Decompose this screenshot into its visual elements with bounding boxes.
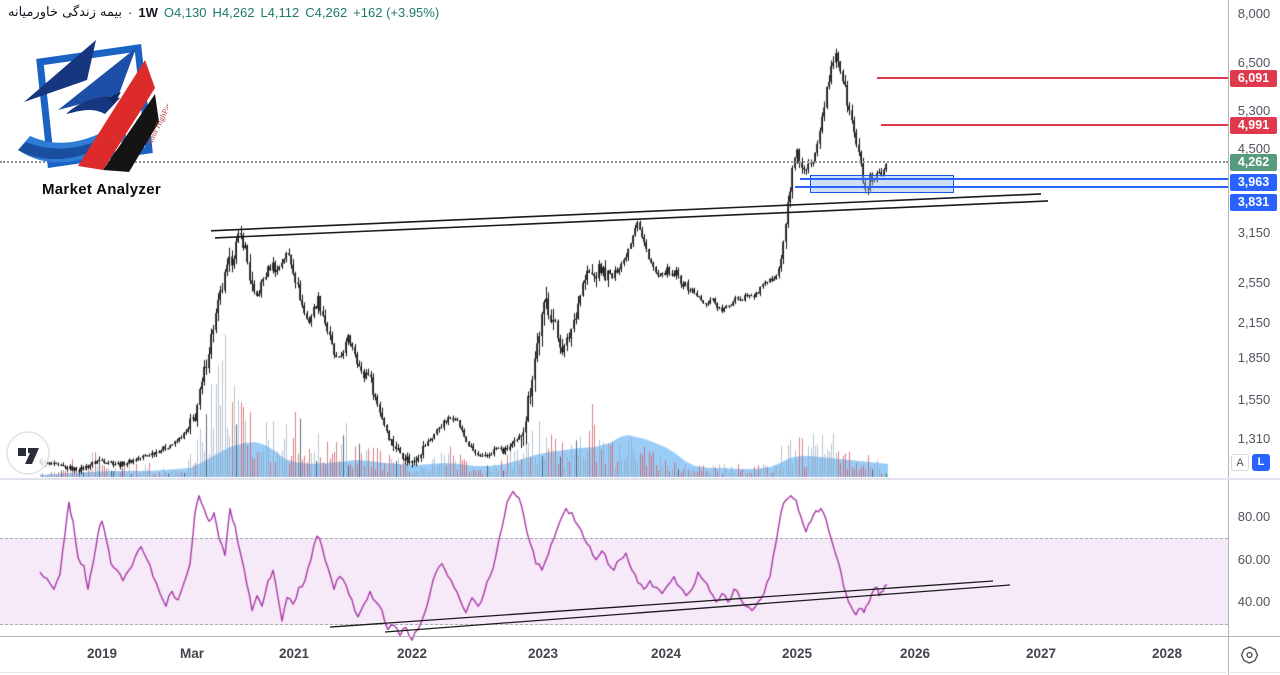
auto-scale-button[interactable]: A <box>1231 454 1249 471</box>
price-tick-label: 1,310 <box>1237 431 1271 447</box>
resistance-line-6091[interactable] <box>877 77 1228 80</box>
time-axis-border <box>0 636 1280 637</box>
price-tick-label: 3,150 <box>1237 225 1271 240</box>
interval-label[interactable]: 1W <box>138 5 158 20</box>
price-badge-4262: 4,262 <box>1230 153 1277 171</box>
price-tick-label: 2,550 <box>1237 274 1271 290</box>
logo-title: Market Analyzer <box>42 181 161 198</box>
time-axis-label[interactable]: 2026 <box>899 646 931 661</box>
rsi-trendline-2[interactable] <box>384 584 1011 633</box>
time-axis-label[interactable]: 2019 <box>86 646 118 661</box>
price-trendline-1[interactable] <box>210 193 1042 232</box>
support-line-3963[interactable] <box>800 178 1228 181</box>
time-axis-label[interactable]: Mar <box>179 646 205 661</box>
price-tick-label: 8,000 <box>1237 5 1271 21</box>
symbol-legend: بیمه زندگی خاورمیانه · 1W O4,130 H4,262 … <box>8 5 439 20</box>
price-badge-3963: 3,963 <box>1230 173 1277 191</box>
log-scale-button[interactable]: L <box>1252 454 1270 471</box>
price-tick-label: 1,850 <box>1237 350 1271 366</box>
current-price-line <box>0 160 1228 163</box>
time-axis-label[interactable]: 2023 <box>527 646 559 661</box>
high-value: H4,262 <box>212 5 255 20</box>
support-line-3831[interactable] <box>795 186 1228 188</box>
rsi-trendline-1[interactable] <box>329 580 994 628</box>
price-tick-label: 2,150 <box>1237 314 1271 330</box>
price-tick-label: 4,500 <box>1237 141 1271 157</box>
time-axis-label[interactable]: 2028 <box>1151 646 1183 661</box>
close-value: C4,262 <box>305 5 348 20</box>
low-value: L4,112 <box>260 5 300 20</box>
bottom-border <box>0 672 1280 673</box>
price-badge-3831: 3,831 <box>1230 193 1277 211</box>
open-value: O4,130 <box>163 5 207 20</box>
price-tick-label: 5,300 <box>1237 102 1271 118</box>
logo-emblem-icon: Amir HighParast <box>18 40 177 172</box>
price-badge-4991: 4,991 <box>1230 116 1277 134</box>
rsi-tick-label: 60.00 <box>1237 551 1271 567</box>
resistance-line-4991[interactable] <box>881 123 1228 126</box>
rsi-tick-label: 40.00 <box>1237 594 1271 609</box>
legend-separator: · <box>128 5 133 20</box>
market-analyzer-logo: Amir HighParast Market Analyzer <box>8 34 178 198</box>
tradingview-watermark-icon <box>5 430 51 481</box>
time-axis-label[interactable]: 2022 <box>396 646 428 661</box>
symbol-title[interactable]: بیمه زندگی خاورمیانه <box>8 5 123 20</box>
pane-divider[interactable] <box>0 478 1280 480</box>
change-value: +162 (+3.95%) <box>353 5 440 20</box>
time-axis-label[interactable]: 2021 <box>278 646 310 661</box>
price-badge-6091: 6,091 <box>1230 69 1277 87</box>
pane-settings-icon[interactable] <box>1239 645 1260 670</box>
rsi-tick-label: 80.00 <box>1237 509 1271 524</box>
price-axis-border <box>1228 0 1229 675</box>
time-axis-label[interactable]: 2027 <box>1025 646 1057 661</box>
price-trendline-2[interactable] <box>214 200 1049 239</box>
time-axis-label[interactable]: 2025 <box>781 646 813 661</box>
price-tick-label: 6,500 <box>1237 54 1271 70</box>
price-tick-label: 1,550 <box>1237 391 1271 407</box>
time-axis-label[interactable]: 2024 <box>650 646 682 661</box>
